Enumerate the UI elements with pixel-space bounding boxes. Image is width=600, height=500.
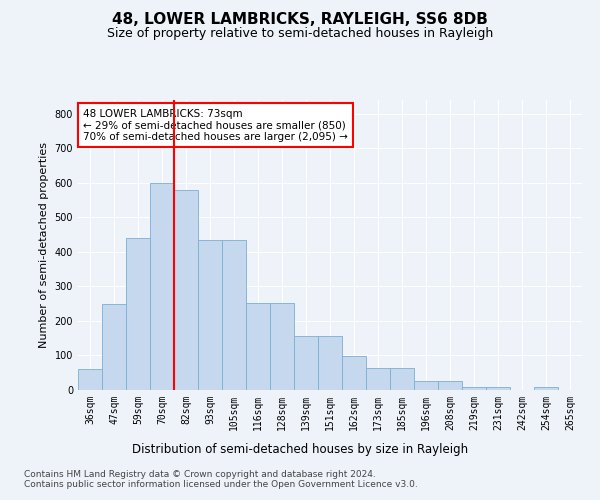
Bar [438, 382, 462, 390]
Bar [78, 370, 102, 390]
Text: Size of property relative to semi-detached houses in Rayleigh: Size of property relative to semi-detach… [107, 28, 493, 40]
Bar [462, 386, 486, 390]
Bar [414, 382, 438, 390]
Y-axis label: Number of semi-detached properties: Number of semi-detached properties [39, 142, 49, 348]
Text: 48, LOWER LAMBRICKS, RAYLEIGH, SS6 8DB: 48, LOWER LAMBRICKS, RAYLEIGH, SS6 8DB [112, 12, 488, 28]
Text: Contains HM Land Registry data © Crown copyright and database right 2024.
Contai: Contains HM Land Registry data © Crown c… [24, 470, 418, 490]
Bar [222, 240, 246, 390]
Bar [342, 356, 366, 390]
Text: Distribution of semi-detached houses by size in Rayleigh: Distribution of semi-detached houses by … [132, 442, 468, 456]
Bar [318, 336, 342, 390]
Bar [126, 238, 150, 390]
Bar [366, 368, 390, 390]
Bar [150, 183, 174, 390]
Text: 48 LOWER LAMBRICKS: 73sqm
← 29% of semi-detached houses are smaller (850)
70% of: 48 LOWER LAMBRICKS: 73sqm ← 29% of semi-… [83, 108, 348, 142]
Bar [486, 386, 510, 390]
Bar [198, 240, 222, 390]
Bar [534, 387, 558, 390]
Bar [390, 368, 414, 390]
Bar [270, 302, 294, 390]
Bar [294, 336, 318, 390]
Bar [174, 190, 198, 390]
Bar [102, 304, 126, 390]
Bar [246, 302, 270, 390]
